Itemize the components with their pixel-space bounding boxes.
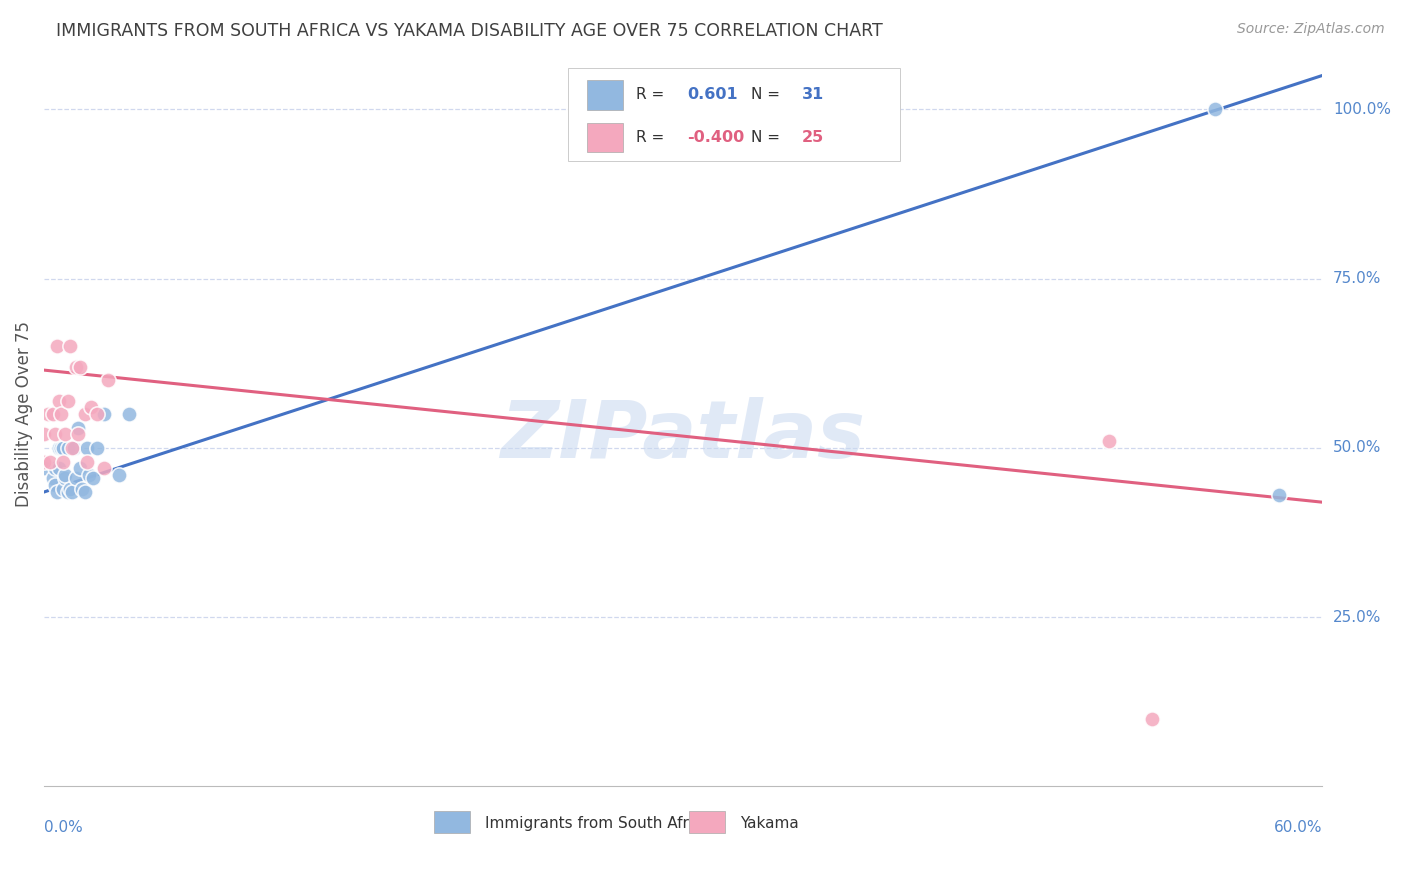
Text: 0.601: 0.601 [688, 87, 738, 103]
Text: 60.0%: 60.0% [1274, 820, 1322, 835]
Point [107, 468, 129, 483]
Point [77, 468, 100, 483]
Point [67, 420, 90, 434]
Point [60, 485, 83, 500]
Point [63, 441, 86, 455]
Point [52, 441, 75, 455]
Point [69, 461, 91, 475]
Point [44, 478, 66, 492]
Point [86, 441, 108, 455]
Point [1098, 434, 1121, 449]
Text: 75.0%: 75.0% [1333, 271, 1381, 286]
FancyBboxPatch shape [588, 122, 623, 153]
Point [69, 359, 91, 374]
Point [39, 454, 62, 468]
Point [1140, 712, 1163, 726]
Point [82, 471, 104, 485]
Point [44, 461, 66, 475]
Point [1268, 488, 1291, 502]
Point [73, 485, 96, 500]
Point [41, 471, 63, 485]
Text: -0.400: -0.400 [688, 130, 744, 145]
Text: N =: N = [751, 130, 785, 145]
Text: 25.0%: 25.0% [1333, 610, 1381, 624]
Point [86, 407, 108, 421]
Point [93, 407, 115, 421]
Point [48, 441, 70, 455]
Text: 100.0%: 100.0% [1333, 102, 1391, 117]
Point [55, 468, 77, 483]
Point [32, 461, 55, 475]
Point [45, 485, 67, 500]
Text: Yakama: Yakama [741, 816, 799, 831]
Point [52, 454, 75, 468]
Text: 31: 31 [801, 87, 824, 103]
FancyBboxPatch shape [568, 68, 900, 161]
Point [44, 427, 66, 442]
Text: Source: ZipAtlas.com: Source: ZipAtlas.com [1237, 22, 1385, 37]
Point [65, 471, 87, 485]
Point [32, 454, 55, 468]
Point [73, 407, 96, 421]
Point [55, 427, 77, 442]
Text: N =: N = [751, 87, 785, 103]
Point [60, 441, 83, 455]
Point [56, 485, 79, 500]
Text: ZIPatlas: ZIPatlas [501, 398, 866, 475]
Point [76, 441, 98, 455]
Point [48, 461, 70, 475]
Point [72, 482, 94, 496]
Point [1204, 103, 1226, 117]
Point [48, 393, 70, 408]
Text: R =: R = [636, 130, 669, 145]
Point [56, 441, 79, 455]
Point [56, 393, 79, 408]
Point [45, 339, 67, 353]
Point [76, 454, 98, 468]
Point [93, 461, 115, 475]
FancyBboxPatch shape [434, 811, 470, 833]
Point [80, 401, 103, 415]
Point [49, 407, 72, 421]
Text: 0.0%: 0.0% [44, 820, 83, 835]
Text: 25: 25 [801, 130, 824, 145]
Point [41, 407, 63, 421]
Point [49, 441, 72, 455]
Point [32, 427, 55, 442]
Text: R =: R = [636, 87, 669, 103]
Point [59, 339, 82, 353]
Point [67, 427, 90, 442]
FancyBboxPatch shape [588, 79, 623, 110]
Point [65, 359, 87, 374]
FancyBboxPatch shape [689, 811, 725, 833]
Point [55, 471, 77, 485]
Point [118, 407, 141, 421]
Point [52, 482, 75, 496]
Text: IMMIGRANTS FROM SOUTH AFRICA VS YAKAMA DISABILITY AGE OVER 75 CORRELATION CHART: IMMIGRANTS FROM SOUTH AFRICA VS YAKAMA D… [56, 22, 883, 40]
Text: 50.0%: 50.0% [1333, 441, 1381, 456]
Y-axis label: Disability Age Over 75: Disability Age Over 75 [15, 321, 32, 508]
Text: Immigrants from South Africa: Immigrants from South Africa [485, 816, 711, 831]
Point [59, 482, 82, 496]
Point [97, 373, 120, 387]
Point [37, 407, 59, 421]
